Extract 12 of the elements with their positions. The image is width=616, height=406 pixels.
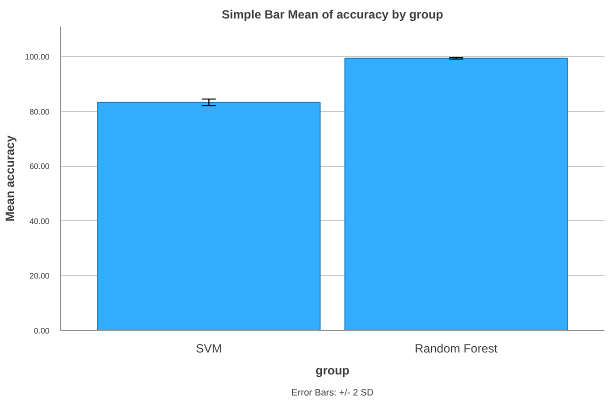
x-axis-title: group <box>316 364 350 378</box>
y-tick-label: 80.00 <box>29 107 50 116</box>
y-tick-label: 100.00 <box>25 52 50 62</box>
y-tick-label: 40.00 <box>29 216 50 226</box>
x-tick-label: Random Forest <box>414 342 498 356</box>
text: Error Bars: +/- 2 SD <box>291 388 374 398</box>
y-tick-label: 0.00 <box>34 326 50 336</box>
x-tick-label: SVM <box>196 342 222 356</box>
y-tick-label: 20.00 <box>29 272 50 281</box>
y-axis-title: Mean accuracy <box>3 135 18 222</box>
chart-title: Simple Bar Mean of accuracy by group <box>222 8 444 22</box>
y-tick-label: 60.00 <box>29 162 50 172</box>
